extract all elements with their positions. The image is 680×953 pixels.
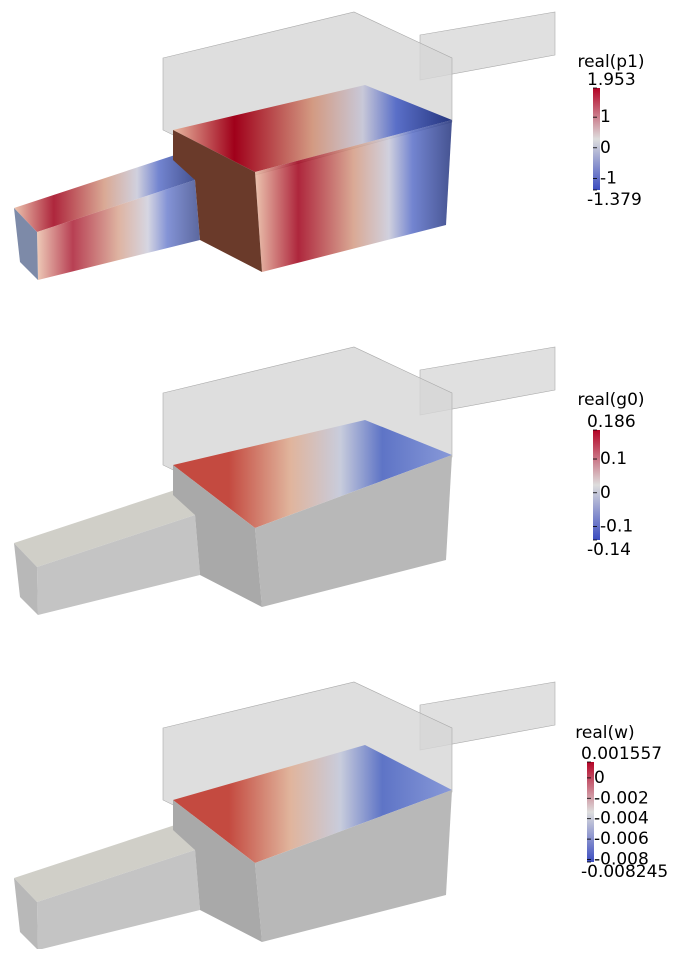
colorbar-tick-label: 0.186 <box>587 412 636 432</box>
colorbar <box>593 88 600 190</box>
colorbar-tick-label: 0.1 <box>600 449 627 469</box>
colorbar-tick-label: 0 <box>600 483 611 503</box>
colorbar-tick-label: 0 <box>600 138 611 158</box>
colorbar <box>587 762 594 862</box>
colorbar-title: real(w) <box>575 723 634 743</box>
colorbar-tick-label: -1.379 <box>587 190 642 210</box>
colorbar-title: real(g0) <box>577 390 644 410</box>
colorbar-tick-label: -0.008245 <box>581 862 668 882</box>
colorbar-tick-label: -0.14 <box>587 540 631 560</box>
colorbar-title: real(p1) <box>577 52 644 72</box>
colorbar-tick-label: -1 <box>600 168 617 188</box>
colorbar <box>593 430 600 540</box>
colorbar-tick-label: -0.004 <box>594 809 649 829</box>
colorbar-tick-label: -0.006 <box>594 829 649 849</box>
colorbar-tick-label: 1.953 <box>587 70 636 90</box>
colorbar-tick-label: -0.002 <box>594 788 649 808</box>
colorbar-tick-label: 1 <box>600 107 611 127</box>
render-panel <box>14 12 555 280</box>
colorbar-tick-label: -0.1 <box>600 517 633 537</box>
colorbar-tick-label: 0.001557 <box>581 744 662 764</box>
figure: real(p1)1.953 1 0 -1-1.379 real(g0)0.186 0.1 0… <box>0 0 680 949</box>
render-panel <box>14 682 555 949</box>
colorbar-tick-label: 0 <box>594 768 605 788</box>
render-panel <box>14 347 555 615</box>
